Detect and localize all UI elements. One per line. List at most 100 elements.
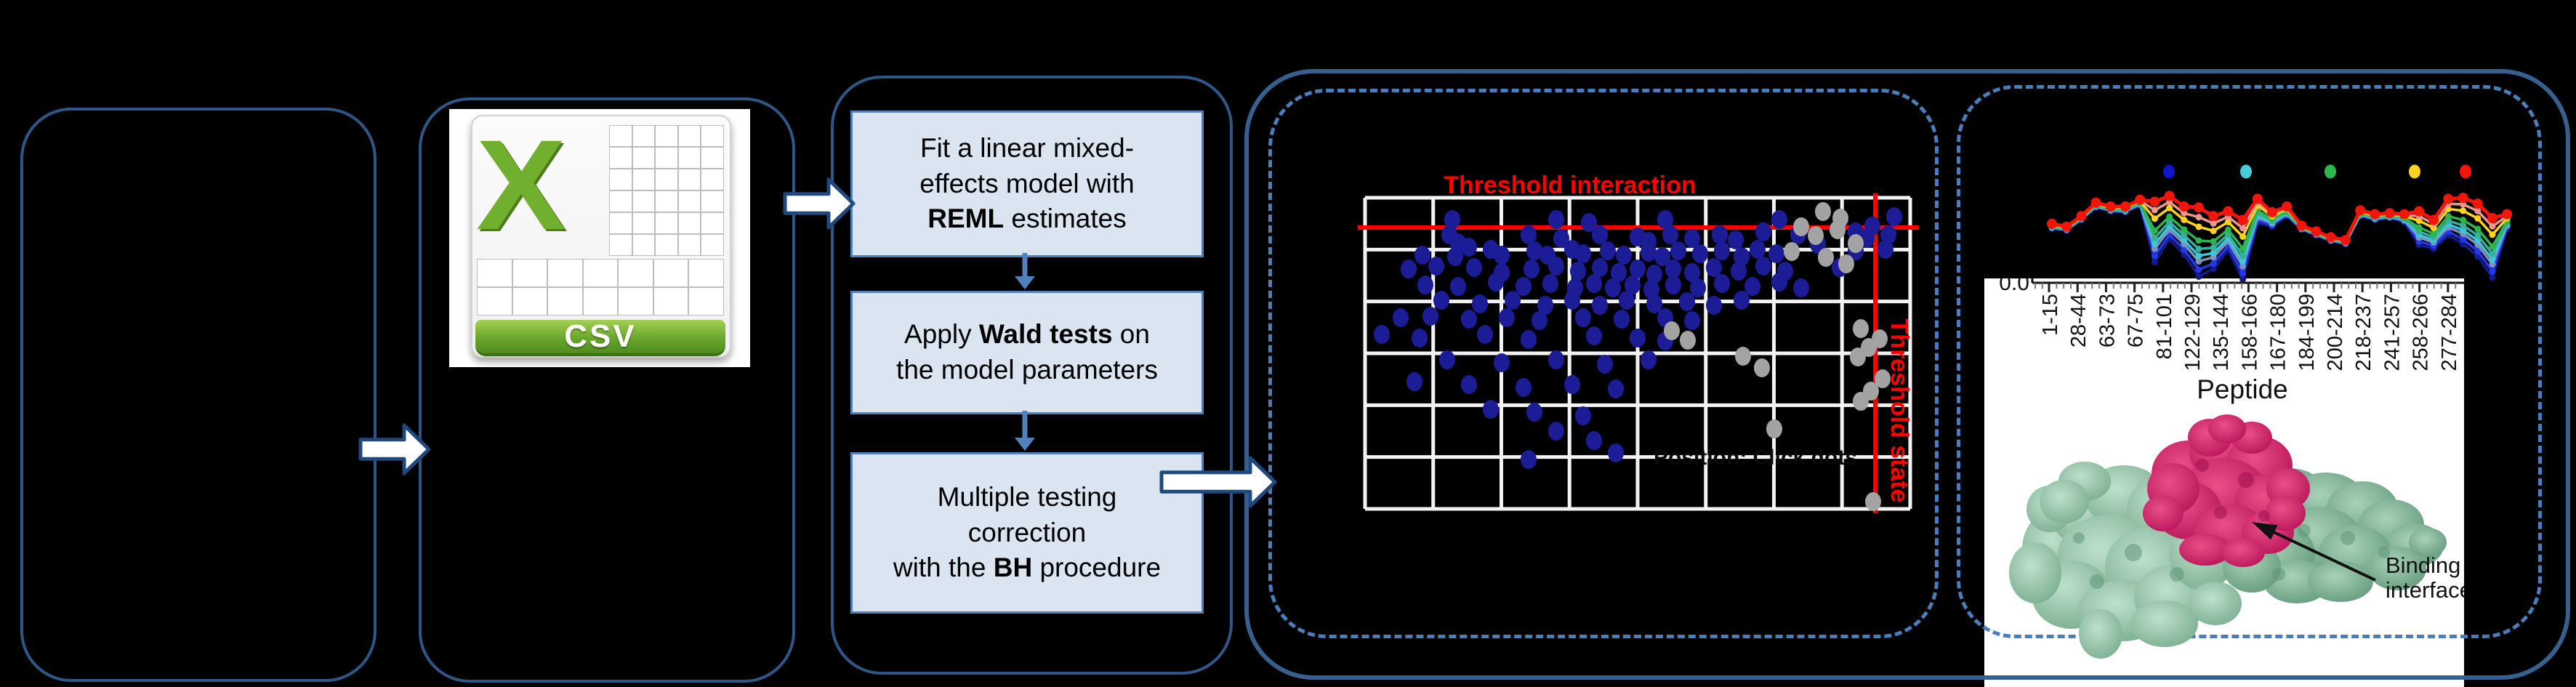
uptake-legend-dot xyxy=(2460,164,2471,179)
scatter-point-nonsignificant xyxy=(1875,369,1891,388)
scatter-point-significant xyxy=(1654,247,1670,266)
scatter-point-significant xyxy=(1728,230,1744,249)
scatter-point-significant xyxy=(1619,291,1635,310)
scatter-point-significant xyxy=(1625,276,1641,294)
scatter-point-nonsignificant xyxy=(1850,347,1866,366)
scatter-point-significant xyxy=(1592,296,1608,315)
peptide-tick-label: 81-101 xyxy=(2153,294,2176,359)
scatter-point-significant xyxy=(1670,241,1686,260)
scatter-point-significant xyxy=(1428,257,1444,276)
scatter-point-significant xyxy=(1750,240,1766,259)
csv-page: X CSV xyxy=(471,115,731,358)
scatter-point-nonsignificant xyxy=(1853,319,1869,338)
scatter-point-significant xyxy=(1521,225,1537,244)
scatter-point-significant xyxy=(1597,355,1613,374)
uptake-dashed-box xyxy=(1957,85,2542,638)
peptide-axis-title: Peptide xyxy=(2197,374,2288,404)
scatter-point-significant xyxy=(1744,277,1760,296)
scatter-point-significant xyxy=(1494,353,1510,372)
scatter-point-significant xyxy=(1665,260,1681,278)
scatter-point-significant xyxy=(1712,225,1728,244)
scatter-point-significant xyxy=(1524,260,1539,278)
scatter-point-nonsignificant xyxy=(1793,217,1809,236)
scatter-point-significant xyxy=(1646,265,1662,284)
scatter-point-significant xyxy=(1771,273,1787,292)
scatter-point-significant xyxy=(1521,330,1537,349)
scatter-point-significant xyxy=(1417,276,1433,294)
scatter-point-significant xyxy=(1755,222,1771,241)
scatter-point-significant xyxy=(1592,225,1608,244)
scatter-point-nonsignificant xyxy=(1735,347,1751,366)
scatter-point-significant xyxy=(1690,278,1706,297)
scatter-point-significant xyxy=(1494,246,1510,265)
scatter-point-significant xyxy=(1630,260,1646,278)
uptake-legend-dot xyxy=(2409,164,2420,179)
scatter-point-significant xyxy=(1553,229,1569,248)
results-outer-frame xyxy=(1244,69,2570,680)
csv-file-icon: X CSV xyxy=(449,109,750,367)
scatter-point-significant xyxy=(1526,403,1542,422)
scatter-point-significant xyxy=(1439,350,1455,369)
scatter-point-nonsignificant xyxy=(1830,220,1846,239)
scatter-point-significant xyxy=(1684,311,1700,330)
peptide-tick-label: 167-180 xyxy=(2267,294,2290,371)
scatter-point-significant xyxy=(1450,277,1466,296)
scatter-point-significant xyxy=(1466,258,1482,277)
scatter-point-significant xyxy=(1657,210,1673,229)
scatter-point-significant xyxy=(1886,207,1902,226)
scatter-point-significant xyxy=(1499,308,1515,327)
peptide-tick-label: 122-129 xyxy=(2181,294,2205,371)
arrow-box1-to-box2 xyxy=(358,423,431,475)
scatter-point-significant xyxy=(1731,262,1747,281)
scatter-point-significant xyxy=(1575,244,1591,263)
scatter-point-significant xyxy=(1581,213,1597,232)
scatter-point-significant xyxy=(1611,263,1627,282)
scatter-point-significant xyxy=(1586,326,1602,345)
scatter-point-significant xyxy=(1401,260,1417,278)
scatter-point-significant xyxy=(1564,291,1580,310)
arrow-box3-to-results xyxy=(1159,456,1277,508)
scatter-point-nonsignificant xyxy=(1838,254,1854,273)
scatter-point-significant xyxy=(1684,229,1700,248)
scatter-point-significant xyxy=(1542,274,1558,293)
scatter-point-significant xyxy=(1477,325,1493,344)
scatter-point-significant xyxy=(1412,329,1428,347)
scatter-point-significant xyxy=(1586,431,1602,450)
scatter-point-significant xyxy=(1755,257,1771,276)
binding-interface-label: Binding xyxy=(2386,553,2460,578)
scatter-point-significant xyxy=(1641,350,1657,369)
scatter-point-significant xyxy=(1461,238,1477,257)
spreadsheet-grid-icon xyxy=(609,125,724,256)
peptide-tick-label: 277-284 xyxy=(2438,294,2461,371)
binding-interface-arrow xyxy=(2271,530,2376,582)
scatter-point-significant xyxy=(1537,296,1553,315)
scatter-point-significant xyxy=(1548,210,1564,229)
scatter-point-nonsignificant xyxy=(1766,419,1782,438)
scatter-point-significant xyxy=(1548,422,1564,441)
scatter-point-significant xyxy=(1586,274,1602,293)
scatter-point-significant xyxy=(1771,210,1787,229)
scatter-point-significant xyxy=(1516,277,1531,296)
threshold-state-label: Threshold state xyxy=(1885,318,1913,502)
workflow-box-1 xyxy=(20,108,377,682)
scatter-point-significant xyxy=(1444,210,1460,229)
uptake-line-chart xyxy=(2047,164,2513,283)
csv-banner: CSV xyxy=(475,318,725,356)
scatter-point-significant xyxy=(1679,292,1695,311)
peptide-tick-label: 158-166 xyxy=(2238,294,2261,371)
scatter-point-significant xyxy=(1665,276,1681,294)
scatter-point-significant xyxy=(1548,350,1564,369)
scatter-point-significant xyxy=(1592,258,1608,277)
scatter-plot: Position: Click dots Threshold interactio… xyxy=(1358,172,1919,513)
scatter-point-significant xyxy=(1531,311,1547,330)
flow-step-wald-tests: Apply Wald tests on the model parameters xyxy=(850,291,1204,414)
scatter-point-significant xyxy=(1575,308,1591,327)
scatter-point-significant xyxy=(1433,291,1449,310)
peptide-tick-label: 200-214 xyxy=(2324,294,2347,371)
flow-step-multiple-testing: Multiple testing correction with the BH pr… xyxy=(850,452,1204,614)
scatter-point-significant xyxy=(1662,225,1678,244)
scatter-point-significant xyxy=(1483,400,1499,419)
scatter-ghost-label: Position: Click dots xyxy=(1654,446,1857,470)
scatter-point-significant xyxy=(1643,280,1659,299)
scatter-point-significant xyxy=(1734,247,1750,266)
